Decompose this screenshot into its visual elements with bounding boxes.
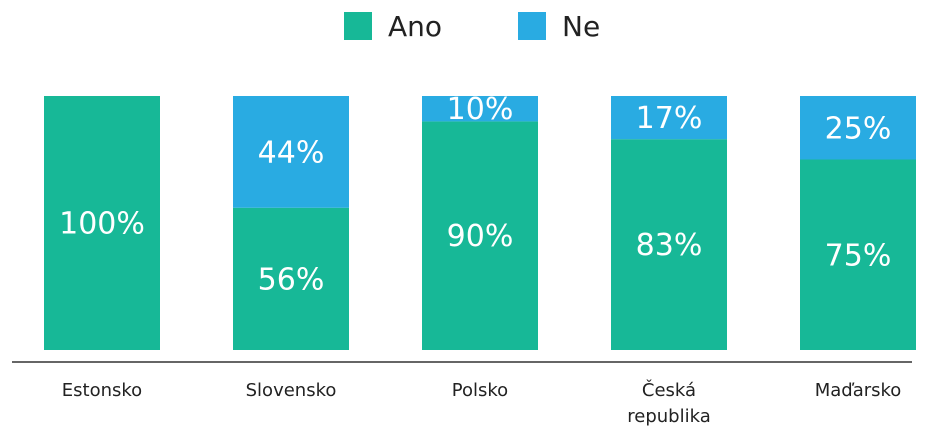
bar-segment [800,159,916,350]
bar-segment [44,96,160,350]
bar-segment [800,96,916,160]
data-label: 83% [636,228,703,263]
data-label: 75% [825,238,892,273]
legend-swatch [518,12,546,40]
data-label: 17% [636,101,703,136]
x-tick-label: Polsko [451,380,509,401]
data-label: 25% [825,111,892,146]
x-tick-label: Česká republika [627,380,711,427]
bar-segment [422,96,538,122]
bar-segment [233,96,349,208]
x-tick-label: Estonsko [61,380,143,401]
bar-segment [233,207,349,350]
data-label: 90% [447,219,514,254]
x-tick-label: Maďarsko [814,380,902,401]
x-tick-label: Slovensko [245,380,337,401]
data-label: 44% [258,135,325,170]
legend-label: Ne [562,10,600,43]
legend-swatch [344,12,372,40]
legend-label: Ano [388,10,442,43]
bar-segment [611,139,727,350]
bar-segment [422,121,538,351]
data-label: 100% [59,207,145,242]
bar-segment [611,96,727,140]
data-label: 56% [258,262,325,297]
data-label: 10% [447,92,514,127]
